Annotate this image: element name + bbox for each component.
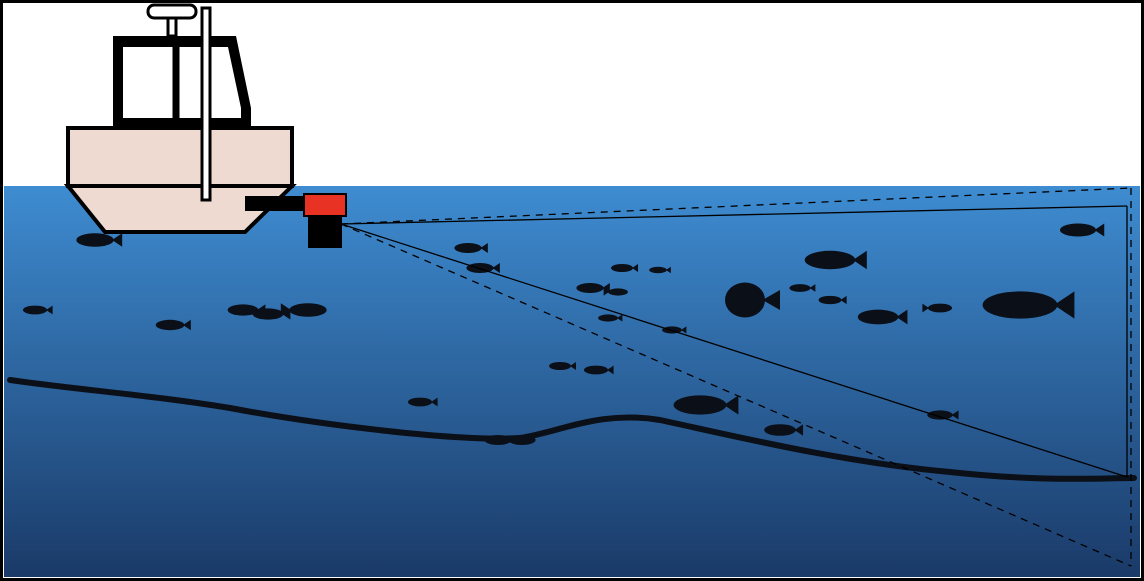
sonar-mount-arm — [245, 196, 305, 211]
diagram — [0, 0, 1144, 581]
sonar-head-icon — [304, 194, 346, 216]
radar-icon — [148, 5, 196, 18]
sonar-body-icon — [308, 216, 342, 248]
radar-post — [168, 18, 176, 36]
cabin-window — [123, 47, 241, 118]
hull-upper — [68, 128, 292, 186]
mast — [202, 8, 210, 200]
water — [4, 186, 1140, 577]
